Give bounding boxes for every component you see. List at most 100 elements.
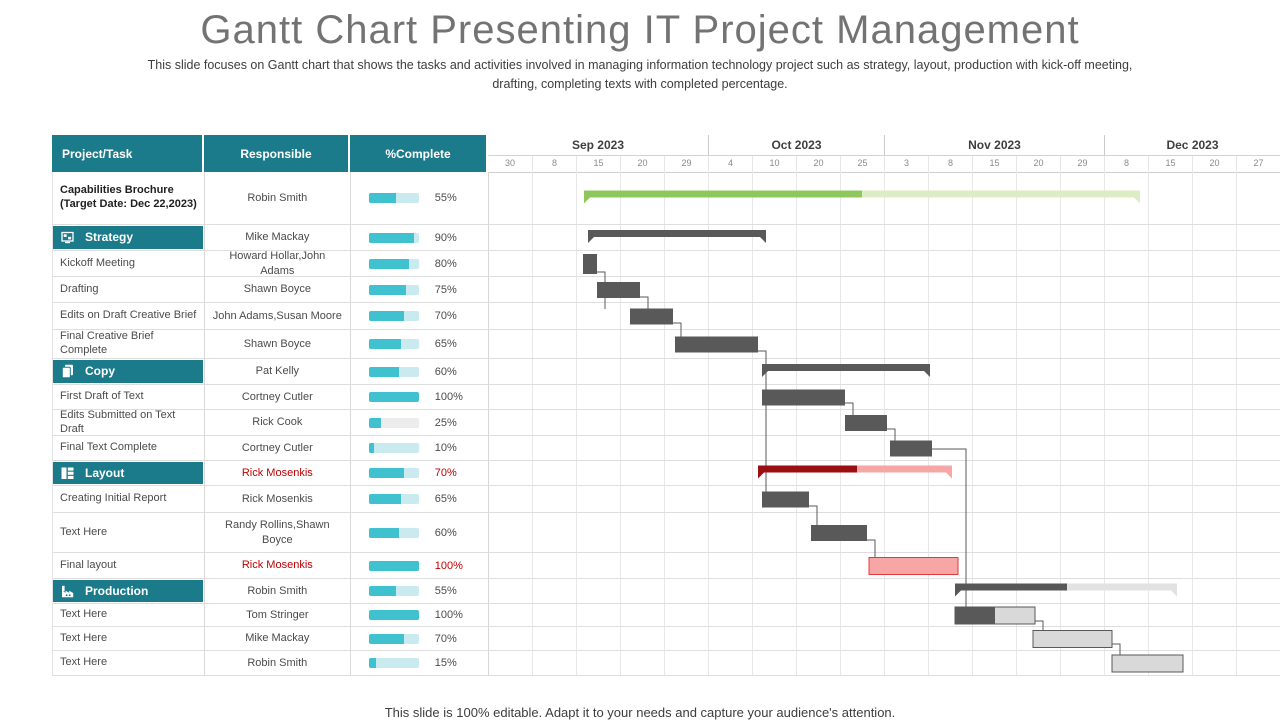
percent-label: 100% <box>434 391 463 403</box>
percent-cell: 65% <box>351 486 489 512</box>
progress-fill <box>368 339 402 349</box>
task-cell: Strategy <box>53 225 205 250</box>
responsible-cell: Tom Stringer <box>205 604 351 626</box>
timeline-tick: 30 <box>504 158 515 168</box>
percent-label: 70% <box>434 632 457 645</box>
progress-meter <box>368 610 419 620</box>
percent-cell: 60% <box>351 359 489 384</box>
timeline-tick: 8 <box>928 156 972 172</box>
progress-meter <box>368 586 419 596</box>
percent-cell: 55% <box>351 172 489 224</box>
strategy-icon <box>61 231 74 244</box>
percent-cell: 100% <box>351 385 489 409</box>
production-icon <box>62 585 74 597</box>
responsible-cell: Rick Mosenkis <box>205 461 351 485</box>
chart-cell <box>488 513 1280 552</box>
table-row: Text Here Tom Stringer 100% <box>52 604 1280 627</box>
progress-meter <box>368 633 419 644</box>
percent-cell: 70% <box>351 461 489 485</box>
progress-fill <box>368 468 404 478</box>
progress-fill <box>368 193 397 203</box>
progress-meter <box>368 468 419 478</box>
chart-cell <box>488 651 1280 675</box>
slide-subtitle: This slide focuses on Gantt chart that s… <box>147 58 1133 92</box>
progress-fill <box>368 658 377 668</box>
responsible-cell: Mike Mackay <box>205 627 351 650</box>
progress-fill <box>368 586 397 596</box>
table-row: Creating Initial Report Rick Mosenkis 65% <box>52 486 1280 513</box>
responsible-label: Pat Kelly <box>255 365 300 378</box>
column-header-project-task: Project/Task <box>52 135 204 172</box>
responsible-cell: Rick Cook <box>205 410 351 435</box>
task-cell: Copy <box>53 359 205 384</box>
table-row: Capabilities Brochure (Target Date: Dec … <box>52 172 1280 225</box>
timeline-header: Sep 2023 Oct 2023 Nov 2023 Dec 2023 30 8 15 20… <box>488 135 1280 173</box>
responsible-cell: Rick Mosenkis <box>205 553 351 578</box>
responsible-label: Randy Rollins,Shawn Boyce <box>225 519 330 546</box>
timeline-tick: 29 <box>664 156 708 172</box>
task-cell: Final Text Complete <box>53 436 205 460</box>
task-label: Text Here <box>60 631 108 644</box>
timeline-month: Nov 2023 <box>884 135 1104 155</box>
section-row: Production Robin Smith 55% <box>52 579 1280 604</box>
chart-cell <box>488 277 1280 302</box>
percent-cell: 75% <box>351 277 489 302</box>
progress-meter <box>368 658 419 668</box>
responsible-label: Cortney Cutler <box>241 390 313 403</box>
progress-meter <box>368 258 419 269</box>
task-label: Final layout <box>60 558 117 571</box>
chart-cell <box>488 385 1280 409</box>
layout-icon <box>61 467 74 479</box>
task-cell: Final Creative Brief Complete <box>53 330 205 358</box>
percent-cell: 90% <box>351 225 489 250</box>
table-row: Text Here Mike Mackay 70% <box>52 627 1280 651</box>
progress-fill <box>368 417 382 428</box>
task-cell: Text Here <box>53 604 205 626</box>
timeline-month: Dec 2023 <box>1104 135 1280 155</box>
percent-cell: 80% <box>351 251 489 276</box>
responsible-cell: Howard Hollar,John Adams <box>205 250 351 277</box>
task-label: Final Text Complete <box>60 441 158 454</box>
chart-cell <box>488 410 1280 435</box>
timeline-tick: 3 <box>884 156 928 172</box>
table-row: First Draft of Text Cortney Cutler 100% <box>52 385 1280 410</box>
table-row: Drafting Shawn Boyce 75% <box>52 277 1280 303</box>
section-header: Copy <box>53 360 203 383</box>
percent-label: 70% <box>434 467 457 479</box>
section-row: Strategy Mike Mackay 90% <box>52 225 1280 251</box>
progress-fill <box>368 366 399 377</box>
percent-label: 55% <box>434 585 457 597</box>
percent-label: 80% <box>434 257 457 270</box>
responsible-label: Rick Mosenkis <box>241 466 313 479</box>
percent-cell: 10% <box>351 436 489 460</box>
task-cell: Layout <box>53 461 205 485</box>
progress-meter <box>368 494 419 504</box>
percent-cell: 60% <box>351 513 489 552</box>
task-label: Edits on Draft Creative Brief <box>60 309 197 322</box>
section-header: Strategy <box>53 226 203 249</box>
percent-label: 75% <box>434 283 457 296</box>
chart-cell <box>488 553 1280 578</box>
responsible-label: Howard Hollar,John Adams <box>229 250 326 277</box>
responsible-cell: Robin Smith <box>205 651 351 675</box>
responsible-label: Cortney Cutler <box>241 441 313 454</box>
task-cell: Drafting <box>53 277 205 302</box>
responsible-cell: Robin Smith <box>205 172 351 224</box>
timeline-tick: 8 <box>532 156 576 172</box>
responsible-cell: Shawn Boyce <box>205 330 351 358</box>
responsible-cell: Rick Mosenkis <box>205 486 351 512</box>
percent-cell: 25% <box>351 410 489 435</box>
responsible-cell: Shawn Boyce <box>205 277 351 302</box>
timeline-tick: 27 <box>1236 156 1280 172</box>
progress-meter <box>368 560 419 571</box>
percent-label: 65% <box>434 493 457 505</box>
percent-label: 70% <box>434 310 457 322</box>
responsible-cell: Cortney Cutler <box>205 436 351 460</box>
chart-cell <box>488 486 1280 512</box>
percent-label: 10% <box>434 442 457 454</box>
timeline-month: Oct 2023 <box>708 135 884 155</box>
responsible-cell: Pat Kelly <box>205 359 351 384</box>
chart-cell <box>488 359 1280 384</box>
chart-cell <box>488 303 1280 329</box>
responsible-label: Shawn Boyce <box>243 337 311 350</box>
